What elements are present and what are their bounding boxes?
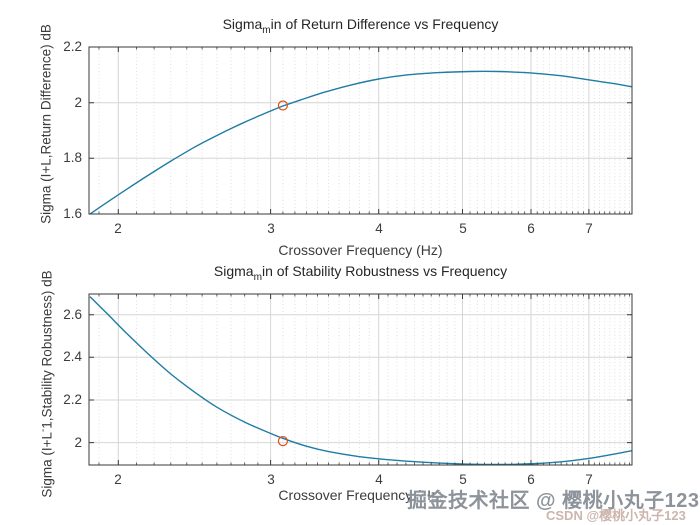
x-tick-label: 6	[527, 472, 535, 487]
plot2-xlabel: Crossover Frequency (Hz)	[278, 487, 443, 503]
x-tick-label: 5	[459, 221, 467, 236]
plot2-title-prefix: Sigma	[213, 263, 254, 279]
x-tick-label: 5	[459, 472, 467, 487]
y-tick-label: 2.6	[63, 307, 82, 322]
plot1-title: Sigmamin of Return Difference vs Frequen…	[89, 16, 632, 36]
plot1-title-suffix: in of Return Difference vs Frequency	[270, 16, 499, 32]
plot1-title-prefix: Sigma	[222, 16, 263, 32]
x-tick-label: 3	[267, 472, 275, 487]
watermark-secondary: CSDN @樱桃小丸子123	[546, 508, 686, 523]
plot2-title-suffix: in of Stability Robustness vs Frequency	[261, 263, 508, 279]
plot1-ylabel: Sigma (I+L,Return Difference) dB	[37, 24, 54, 224]
plot2-ylabel-sup: -	[37, 428, 49, 432]
x-tick-label: 6	[527, 221, 535, 236]
plot1-ylabel-pre: Sigma (I+L,Return Difference) dB	[38, 24, 54, 224]
plot2-title: Sigmamin of Stability Robustness vs Freq…	[89, 263, 632, 283]
y-tick-label: 2.2	[63, 392, 82, 407]
x-tick-label: 7	[585, 221, 593, 236]
plot2-ylabel-pre: Sigma (I+L	[39, 431, 55, 498]
watermark-primary: 掘金技术社区 @ 樱桃小丸子123	[407, 490, 700, 512]
plot1-title-subscript: m	[262, 24, 271, 36]
y-tick-label: 1.6	[63, 206, 82, 221]
y-tick-label: 1.8	[63, 150, 82, 165]
x-tick-label: 2	[114, 472, 122, 487]
y-tick-label: 2	[74, 95, 82, 110]
x-tick-label: 7	[585, 472, 593, 487]
x-tick-label: 4	[375, 221, 383, 236]
x-tick-label: 3	[267, 221, 275, 236]
x-tick-label: 4	[375, 472, 383, 487]
plot1-xlabel: Crossover Frequency (Hz)	[278, 242, 443, 258]
plot2-title-subscript: m	[253, 271, 262, 283]
y-tick-label: 2.4	[63, 349, 82, 364]
plot2-ylabel: Sigma (I+L-1,Stability Robustness) dB	[38, 270, 55, 497]
y-tick-label: 2	[74, 435, 82, 450]
plot2-ylabel-post: 1,Stability Robustness) dB	[39, 270, 55, 429]
x-tick-label: 2	[114, 221, 122, 236]
y-tick-label: 2.2	[63, 39, 82, 54]
